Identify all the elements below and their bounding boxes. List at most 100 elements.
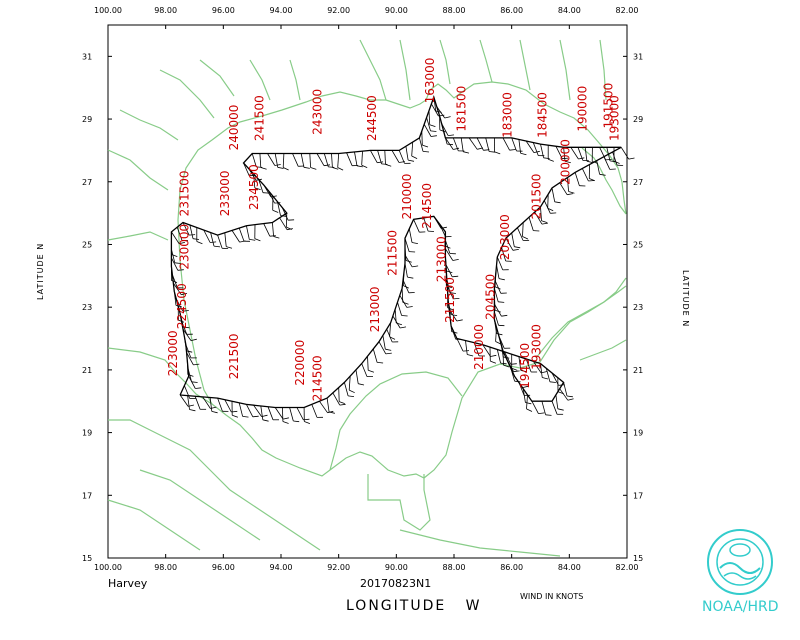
wind-barb xyxy=(551,372,559,386)
wind-barb-flag xyxy=(254,238,261,242)
wind-barb xyxy=(532,142,539,156)
wind-barb xyxy=(522,388,526,403)
wind-barb-flag xyxy=(541,220,548,223)
wind-barb-flag xyxy=(377,362,384,364)
x-tick-label-bottom: 92.00 xyxy=(327,563,350,572)
time-label: 194500 xyxy=(518,343,532,389)
wind-barb xyxy=(377,150,382,165)
wind-barb-flag xyxy=(514,246,521,249)
wind-barb-flag xyxy=(495,341,502,345)
wind-barb-flag xyxy=(401,315,408,317)
wind-barb xyxy=(296,407,304,421)
wind-barb xyxy=(476,137,484,151)
time-label: 233000 xyxy=(218,170,232,216)
wind-barb xyxy=(423,124,432,137)
wind-barb xyxy=(596,160,600,175)
wind-barb xyxy=(445,256,447,272)
time-label: 204500 xyxy=(483,274,497,320)
wind-barb-flag xyxy=(448,134,455,136)
y-axis-title-left: LATITUDE N xyxy=(36,242,45,300)
wind-barb-flag xyxy=(272,209,279,213)
y-tick-label-right: 25 xyxy=(633,240,643,249)
wind-barb xyxy=(482,344,491,357)
wind-barb-flag xyxy=(557,408,564,411)
wind-barb-flag xyxy=(462,350,470,352)
wind-barb-flag xyxy=(337,167,344,171)
wind-barb-flag xyxy=(171,280,178,283)
y-tick-label-left: 17 xyxy=(82,491,92,500)
wind-barb xyxy=(361,363,368,377)
time-label: 210000 xyxy=(472,324,486,370)
rivers-texas xyxy=(107,59,301,241)
wind-barb xyxy=(348,376,351,391)
wind-barb xyxy=(460,137,464,152)
cuba-coastline xyxy=(535,285,627,361)
wind-barb xyxy=(577,147,584,161)
wind-barb xyxy=(563,147,566,162)
wind-barb xyxy=(202,396,211,409)
time-label: 224500 xyxy=(175,283,189,329)
wind-barb xyxy=(281,207,289,221)
wind-barb xyxy=(452,137,459,152)
wind-barb-flag xyxy=(282,421,289,424)
wind-barb xyxy=(496,349,501,364)
wind-barb-flag xyxy=(196,241,203,245)
y-tick-label-right: 15 xyxy=(633,554,643,563)
wind-barb-flag xyxy=(451,314,458,316)
wind-barb-flag xyxy=(514,380,521,383)
wind-barb xyxy=(555,394,559,409)
wind-barb-flag xyxy=(368,369,375,373)
y-tick-label-left: 27 xyxy=(82,178,92,187)
wind-barb xyxy=(184,385,191,399)
wind-barb xyxy=(386,328,393,343)
wind-barb xyxy=(494,280,502,294)
wind-barb xyxy=(444,231,446,246)
wind-barb xyxy=(501,247,507,262)
x-axis-title-text: LONGITUDE xyxy=(346,598,447,614)
wind-barb-flag xyxy=(490,360,497,364)
time-label: 190000 xyxy=(576,86,590,132)
wind-barb xyxy=(421,131,423,146)
wind-barb-flag xyxy=(249,239,256,241)
time-label: 223000 xyxy=(166,330,180,376)
wind-barb-flag xyxy=(588,180,595,182)
wind-barb xyxy=(279,217,288,230)
time-label: 193000 xyxy=(530,324,544,370)
wind-barb xyxy=(525,358,532,373)
wind-barb-flag xyxy=(226,246,233,249)
wind-barb xyxy=(514,375,523,388)
wind-barb xyxy=(545,368,551,382)
time-label: 203000 xyxy=(498,214,512,260)
x-axis-ticks-top: 100.00 98.00 96.00 94.00 92.00 90.00 88.00 86.0… xyxy=(94,6,638,29)
wind-barb xyxy=(567,177,569,192)
wind-barb-flag xyxy=(192,238,200,240)
time-label: 193000 xyxy=(607,95,621,141)
wind-barb xyxy=(496,264,500,279)
wind-barb-flag xyxy=(542,377,549,380)
wind-barb xyxy=(485,137,490,152)
wind-barb xyxy=(338,387,340,402)
wind-barb-flag xyxy=(255,178,262,181)
x-tick-label-top: 98.00 xyxy=(154,6,177,15)
map-frame xyxy=(107,24,628,559)
wind-barb xyxy=(274,153,279,168)
x-tick-label-top: 86.00 xyxy=(500,6,523,15)
wind-barb xyxy=(581,168,589,182)
wind-barb xyxy=(326,398,330,413)
wind-barb-flag xyxy=(463,151,470,154)
wind-barb-flag xyxy=(174,262,181,264)
wind-barb xyxy=(346,152,353,166)
wind-barb-flag xyxy=(189,409,196,412)
wind-barb-flag xyxy=(564,160,571,164)
storm-name: Harvey xyxy=(108,577,148,590)
time-label: 221500 xyxy=(227,333,241,379)
wind-barb xyxy=(450,325,457,340)
x-tick-label-bottom: 82.00 xyxy=(616,563,639,572)
wind-barb-flag xyxy=(430,135,437,137)
wind-barb xyxy=(171,231,180,244)
wind-barb xyxy=(224,399,232,413)
wind-barb xyxy=(354,151,358,166)
wind-barb-flag xyxy=(512,249,519,251)
wind-barb-flag xyxy=(303,418,310,421)
wind-barb xyxy=(402,279,410,293)
